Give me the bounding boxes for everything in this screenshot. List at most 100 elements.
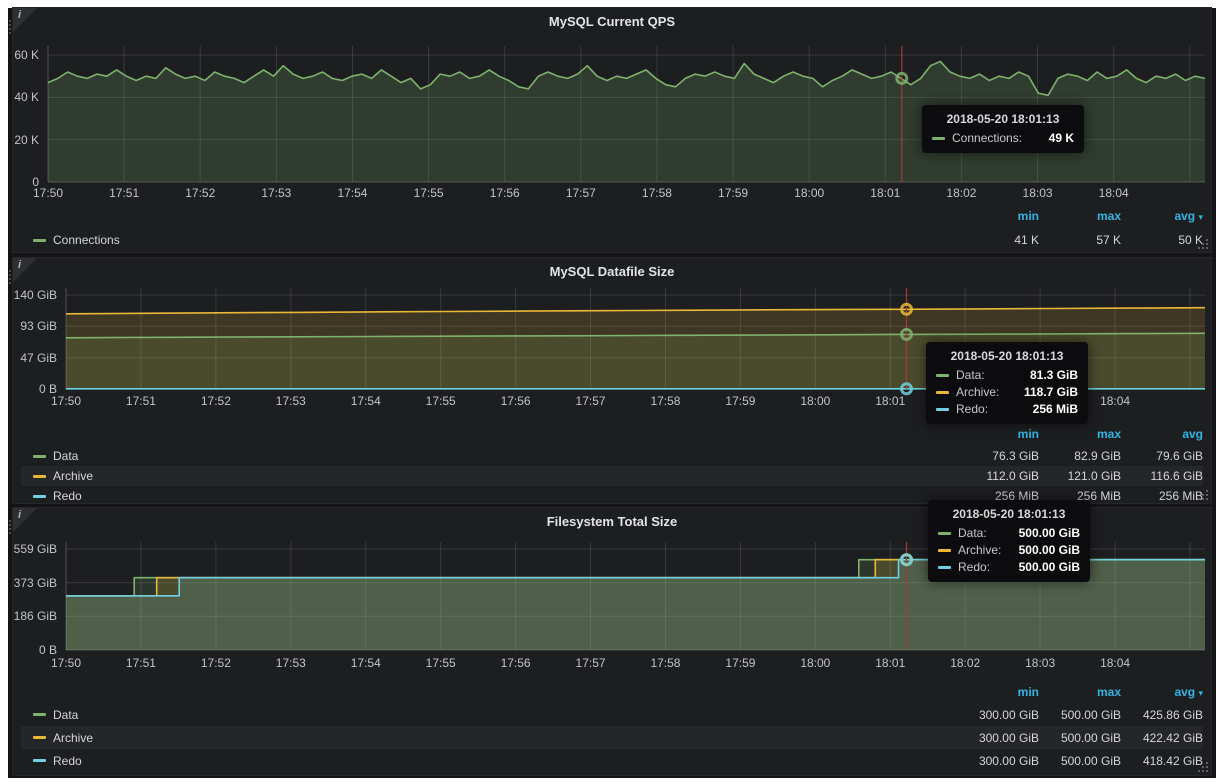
legend-row: Data 76.3 GiB 82.9 GiB 79.6 GiB [21,446,1203,466]
x-axis-tick-label: 17:53 [275,656,306,670]
x-axis-tick-label: 17:56 [500,656,531,670]
tooltip-series-row: Redo: 500.00 GiB [938,560,1080,574]
x-axis-tick-label: 18:01 [875,656,906,670]
y-axis-tick-label: 0 B [38,382,57,396]
legend-sort-max[interactable]: max [1096,685,1121,699]
x-axis-tick-label: 17:51 [125,394,156,408]
legend-stats-header: min max avg ▾ [21,208,1203,224]
legend-sort-min[interactable]: min [1017,685,1039,699]
resize-grip-icon[interactable] [1198,490,1208,500]
resize-grip-icon[interactable] [1198,762,1208,772]
x-axis-tick-label: 18:00 [800,394,831,408]
legend-series-toggle[interactable]: Redo [21,489,82,503]
resize-grip-icon[interactable] [1198,239,1208,249]
x-axis-tick-label: 17:53 [275,394,306,408]
x-axis-tick-label: 18:00 [794,186,825,200]
legend-sort-min[interactable]: min [1017,209,1039,223]
tooltip-series-row: Data: 500.00 GiB [938,526,1080,540]
tooltip-mysql-datafile: 2018-05-20 18:01:13 Data: 81.3 GiB Archive:… [926,342,1088,424]
x-axis-tick-label: 17:59 [718,186,749,200]
chart-plot[interactable] [13,258,1211,503]
legend-max-value: 500.00 GiB [1060,707,1121,722]
legend-series-name: Data [53,707,79,722]
tooltip-series-value: 500.00 GiB [1018,560,1080,574]
x-axis-tick-label: 17:58 [650,656,681,670]
x-axis-tick-label: 18:03 [1022,186,1053,200]
x-axis-tick-label: 17:54 [350,394,381,408]
legend-min-value: 300.00 GiB [978,730,1039,745]
legend-series-toggle[interactable]: Archive [21,731,93,745]
panel-drag-handle-icon[interactable] [9,270,11,272]
panel-title[interactable]: MySQL Current QPS [548,14,676,29]
panel-mysql-datafile-size: i MySQL Datafile Size 140 GiB 93 GiB 47 Gi… [9,258,1211,506]
x-axis-tick-label: 17:55 [425,394,456,408]
legend-sort-max[interactable]: max [1096,427,1121,441]
legend-series-toggle[interactable]: Redo [21,754,82,768]
tooltip-series-value: 500.00 GiB [1018,543,1080,557]
legend-sort-min[interactable]: min [1017,427,1039,441]
legend-sort-max[interactable]: max [1096,209,1121,223]
legend-sort-avg[interactable]: avg [1182,427,1203,441]
x-axis-tick-label: 17:57 [575,394,606,408]
tooltip-filesystem: 2018-05-20 18:01:13 Data: 500.00 GiB Archiv… [928,500,1090,582]
sort-caret-icon: ▾ [1198,212,1203,222]
x-axis-tick-label: 17:59 [725,656,756,670]
x-axis-tick-label: 17:51 [125,656,156,670]
x-axis-tick-label: 17:51 [109,186,140,200]
tooltip-series-name: Data: [958,526,987,540]
x-axis-tick-label: 18:00 [800,656,831,670]
legend-series-toggle[interactable]: Connections [21,233,120,247]
panel-drag-handle-icon[interactable] [9,520,11,522]
x-axis-tick-label: 17:57 [575,656,606,670]
x-axis-tick-label: 17:59 [725,394,756,408]
legend-avg-value: 50 K [1178,233,1203,247]
x-axis-tick-label: 18:02 [950,656,981,670]
tooltip-series-value: 256 MiB [1032,402,1078,416]
legend-min-value: 76.3 GiB [992,449,1039,463]
panel-title[interactable]: MySQL Datafile Size [549,264,675,279]
legend-avg-value: 116.6 GiB [1150,469,1203,483]
legend-row: Redo 300.00 GiB 500.00 GiB 418.42 GiB [21,749,1203,772]
legend-avg-value: 418.42 GiB [1142,753,1203,768]
x-axis-tick-label: 18:01 [875,394,906,408]
x-axis-tick-label: 17:53 [261,186,292,200]
legend-series-toggle[interactable]: Data [21,708,78,722]
y-axis-tick-label: 0 B [38,643,57,657]
chart-plot[interactable] [13,508,1211,775]
legend-sort-avg[interactable]: avg ▾ [1174,209,1203,223]
panel-title[interactable]: Filesystem Total Size [546,514,678,529]
panel-info-corner[interactable]: i [13,508,37,532]
series-color-dash-icon [936,390,949,394]
legend-series-toggle[interactable]: Archive [21,469,93,483]
panel-drag-handle-icon[interactable] [9,20,11,22]
legend-series-name: Redo [53,489,82,503]
tooltip-series-name: Data: [956,368,985,382]
legend-series-name: Data [53,449,79,463]
series-color-dash-icon [33,238,46,242]
x-axis-tick-label: 17:54 [337,186,368,200]
legend-max-value: 121.0 GiB [1067,469,1121,483]
info-icon: i [18,9,22,21]
x-axis-tick-label: 17:52 [185,186,216,200]
info-icon: i [18,509,22,521]
series-color-dash-icon [33,736,46,739]
tooltip-series-value: 49 K [1048,131,1074,145]
legend-row: Redo 256 MiB 256 MiB 256 MiB [21,486,1203,506]
legend-series-name: Archive [53,469,94,483]
series-color-dash-icon [938,548,951,552]
legend-sort-avg[interactable]: avg ▾ [1174,685,1203,699]
x-axis-tick-label: 17:57 [565,186,596,200]
legend-max-value: 500.00 GiB [1060,753,1121,768]
legend-min-value: 300.00 GiB [978,753,1039,768]
panel-info-corner[interactable]: i [13,258,37,282]
x-axis-tick-label: 17:56 [500,394,531,408]
y-axis-tick-label: 140 GiB [13,287,57,302]
chart-plot[interactable] [13,8,1211,252]
legend-series-toggle[interactable]: Data [21,449,78,463]
y-axis-tick-label: 0 [32,175,39,189]
panel-filesystem-total-size: i Filesystem Total Size 559 GiB 373 GiB 18… [9,508,1211,775]
legend-max-value: 82.9 GiB [1074,449,1121,463]
panel-info-corner[interactable]: i [13,8,37,32]
legend-avg-value: 256 MiB [1158,489,1203,503]
tooltip-timestamp: 2018-05-20 18:01:13 [946,112,1060,126]
